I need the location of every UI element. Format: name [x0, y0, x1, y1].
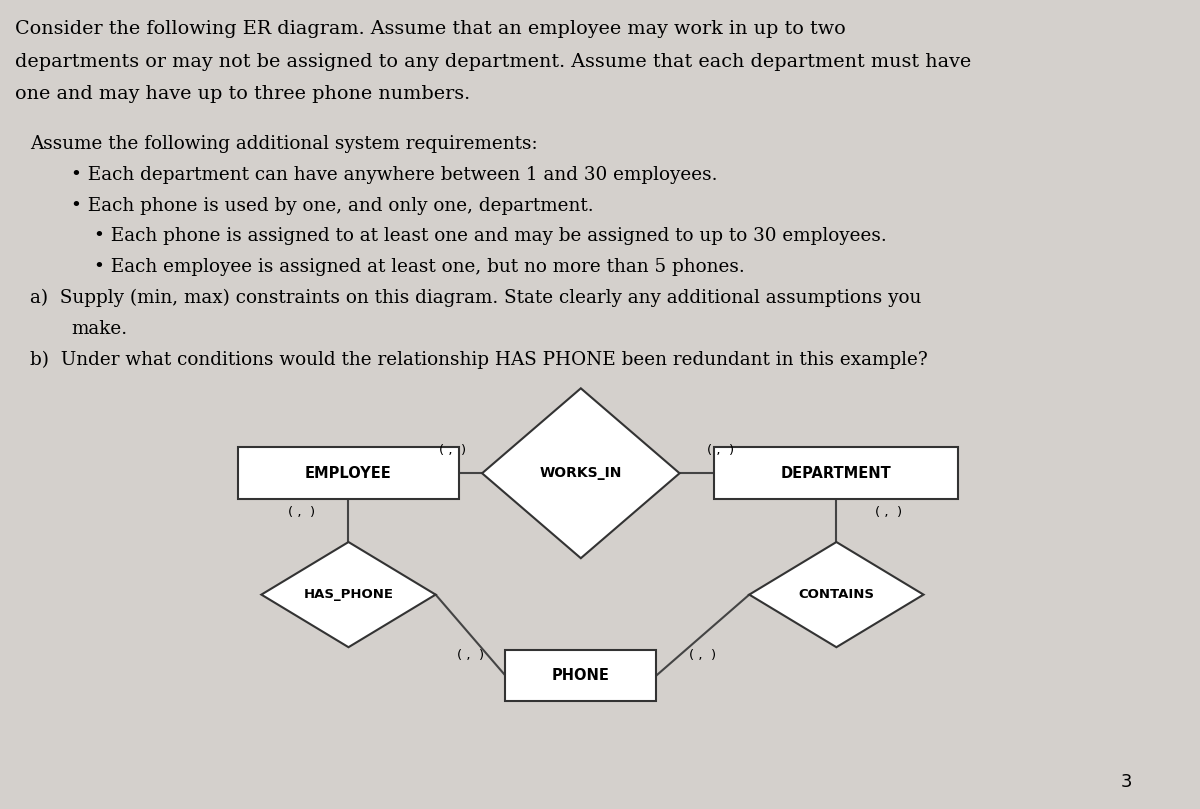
Text: departments or may not be assigned to any department. Assume that each departmen: departments or may not be assigned to an…: [16, 53, 971, 70]
Text: ( ,  ): ( , ): [689, 649, 716, 662]
Text: ( ,  ): ( , ): [875, 506, 902, 519]
Text: CONTAINS: CONTAINS: [798, 588, 875, 601]
Text: EMPLOYEE: EMPLOYEE: [305, 466, 392, 481]
FancyBboxPatch shape: [505, 650, 656, 701]
Text: HAS_PHONE: HAS_PHONE: [304, 588, 394, 601]
Text: make.: make.: [71, 320, 127, 337]
Text: • Each phone is assigned to at least one and may be assigned to up to 30 employe: • Each phone is assigned to at least one…: [94, 227, 887, 245]
Polygon shape: [482, 388, 679, 558]
Text: ( ,  ): ( , ): [288, 506, 316, 519]
Text: ( ,  ): ( , ): [707, 444, 733, 457]
Text: • Each employee is assigned at least one, but no more than 5 phones.: • Each employee is assigned at least one…: [94, 258, 745, 276]
Text: a)  Supply (min, max) constraints on this diagram. State clearly any additional : a) Supply (min, max) constraints on this…: [30, 289, 922, 307]
Text: ( ,  ): ( , ): [457, 649, 484, 662]
Text: PHONE: PHONE: [552, 668, 610, 683]
Text: one and may have up to three phone numbers.: one and may have up to three phone numbe…: [16, 85, 470, 103]
FancyBboxPatch shape: [238, 447, 458, 499]
Text: Assume the following additional system requirements:: Assume the following additional system r…: [30, 135, 538, 153]
Text: • Each department can have anywhere between 1 and 30 employees.: • Each department can have anywhere betw…: [71, 166, 718, 184]
Text: WORKS_IN: WORKS_IN: [540, 466, 622, 481]
Text: b)  Under what conditions would the relationship HAS PHONE been redundant in thi: b) Under what conditions would the relat…: [30, 350, 928, 369]
Text: ( ,  ): ( , ): [439, 444, 467, 457]
Text: Consider the following ER diagram. Assume that an employee may work in up to two: Consider the following ER diagram. Assum…: [16, 20, 846, 38]
Polygon shape: [749, 542, 924, 647]
FancyBboxPatch shape: [714, 447, 959, 499]
Text: 3: 3: [1121, 773, 1133, 791]
Polygon shape: [262, 542, 436, 647]
Text: DEPARTMENT: DEPARTMENT: [781, 466, 892, 481]
Text: • Each phone is used by one, and only one, department.: • Each phone is used by one, and only on…: [71, 197, 594, 214]
